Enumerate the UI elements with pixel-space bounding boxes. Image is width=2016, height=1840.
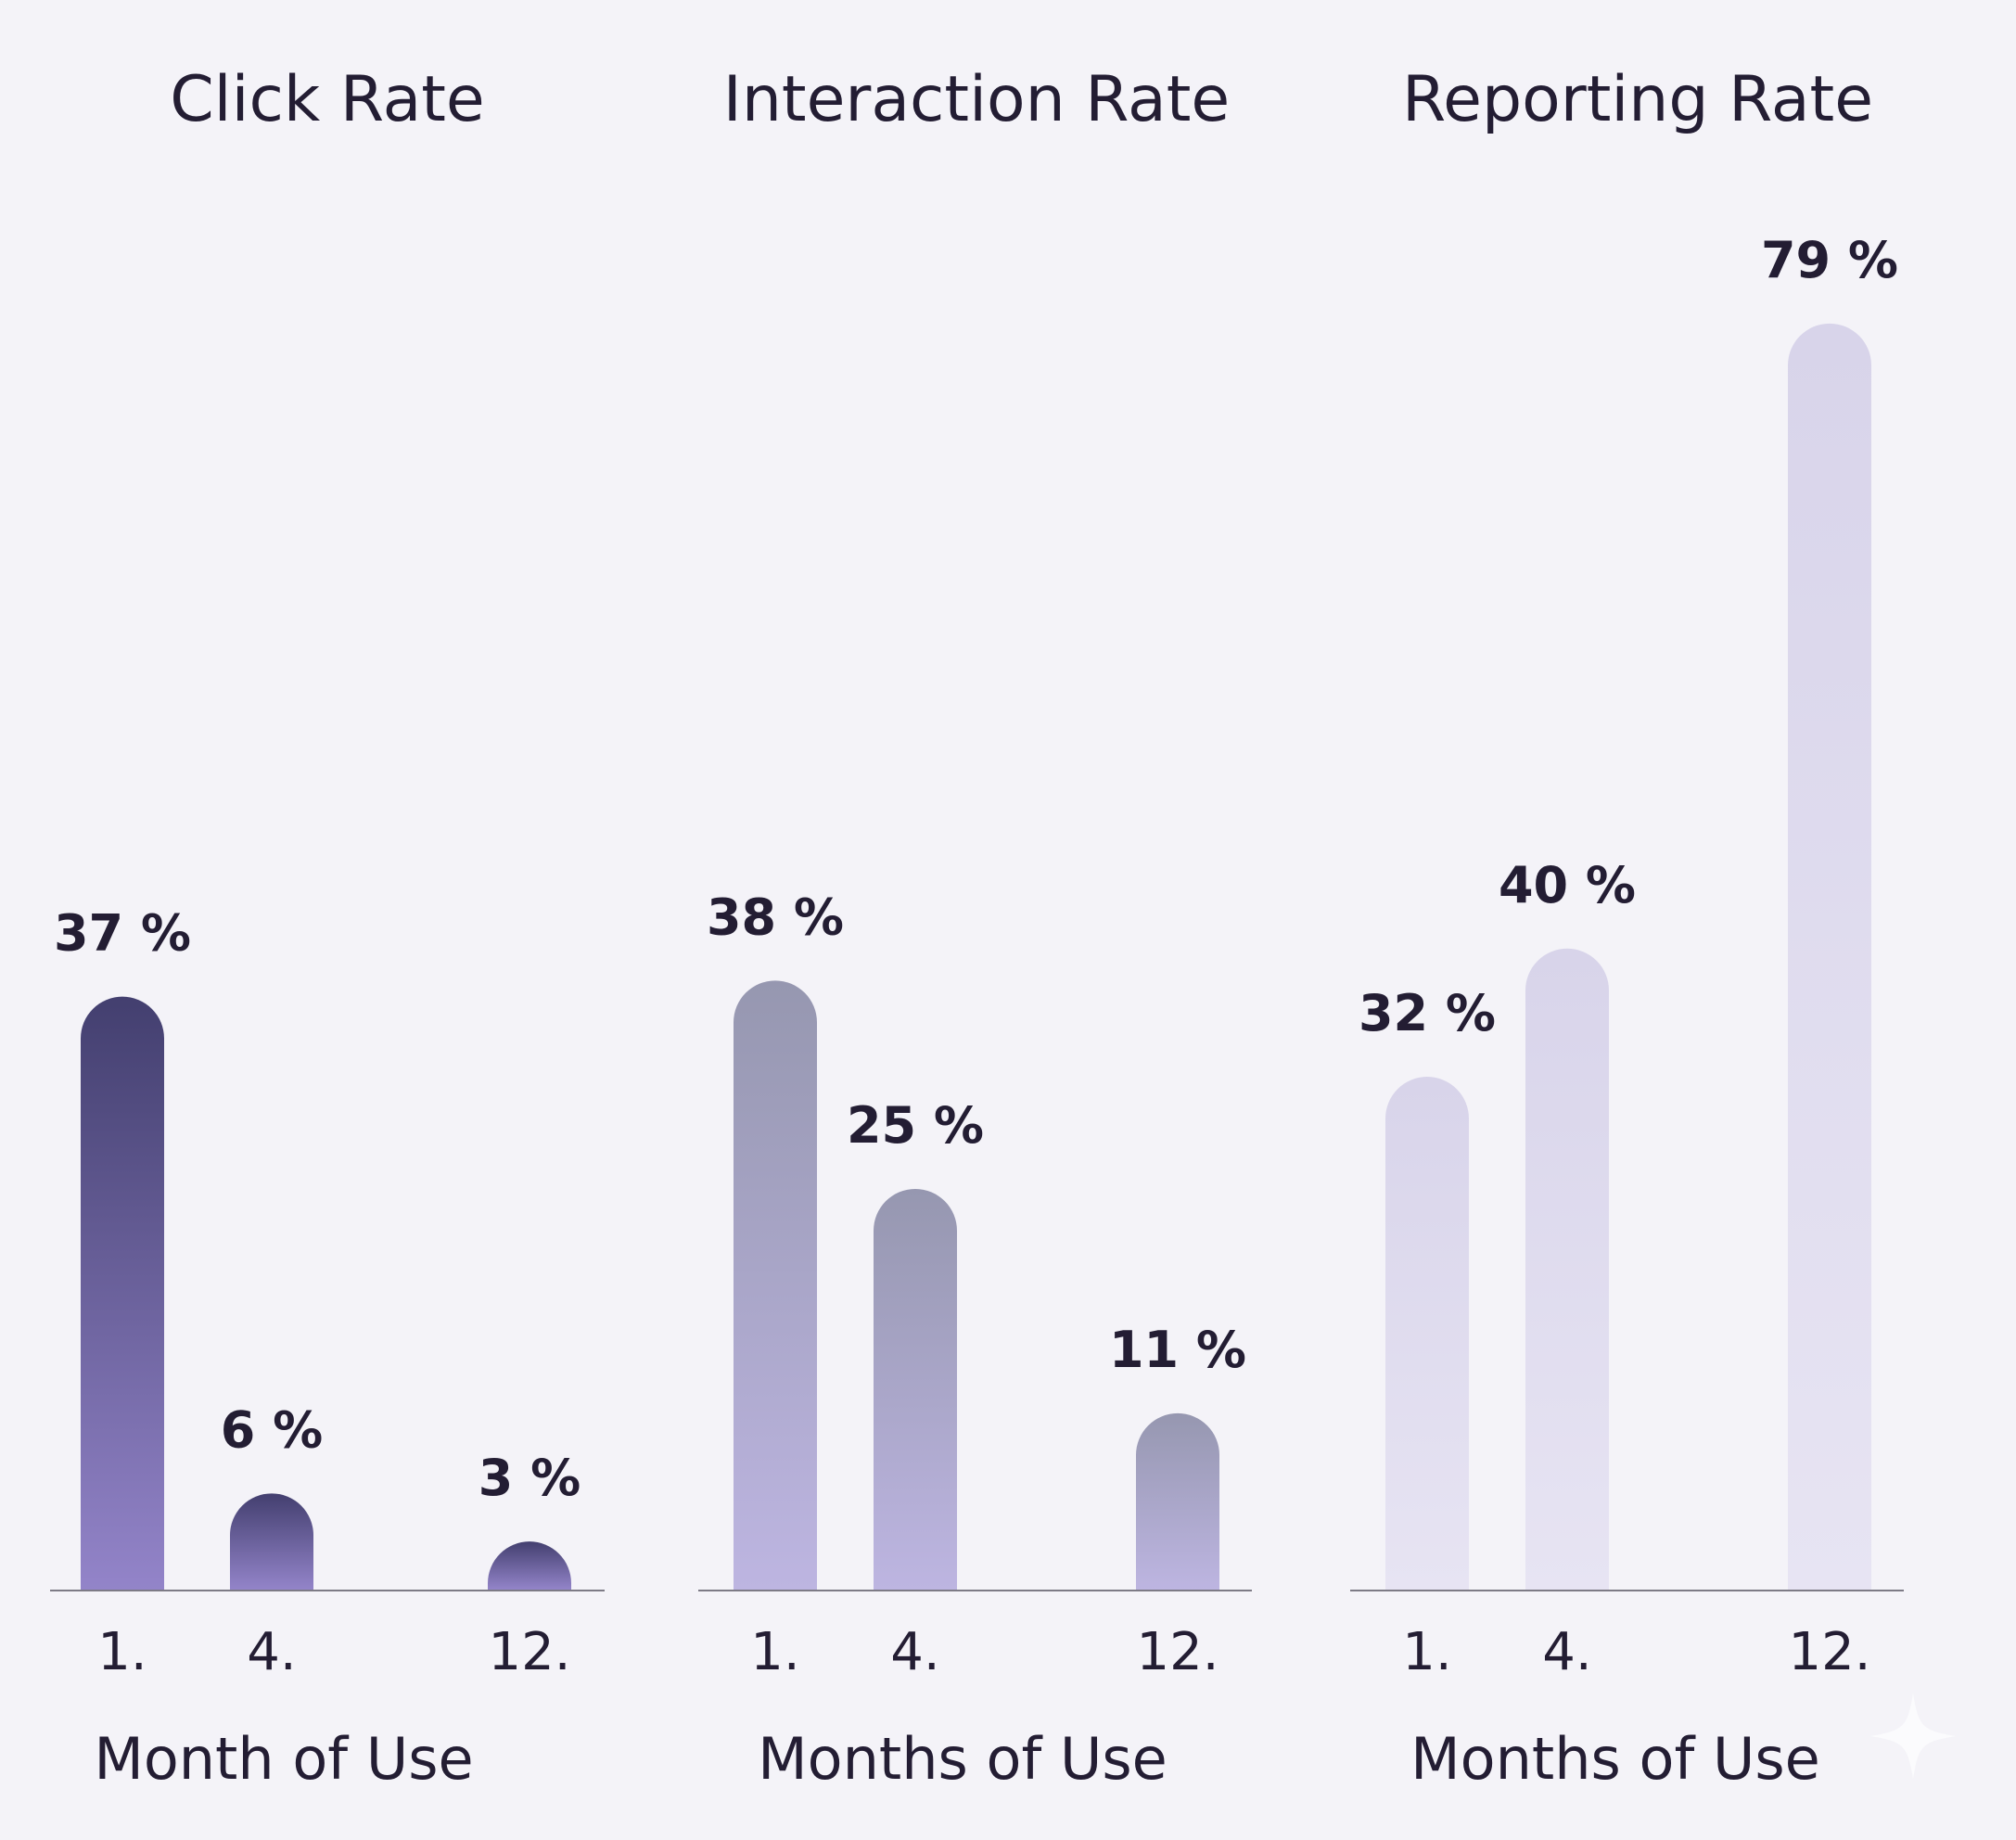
bar [1136, 1412, 1219, 1590]
chart-title: Reporting Rate [1402, 63, 1873, 136]
bar [734, 980, 817, 1590]
bar [81, 996, 164, 1590]
bar [874, 1189, 957, 1590]
data-label: 32 % [1359, 984, 1496, 1042]
data-label: 6 % [221, 1400, 323, 1459]
x-tick-label: 12. [1136, 1622, 1219, 1682]
bar [1385, 1077, 1469, 1590]
bar [488, 1541, 571, 1590]
chart-panel-2: Interaction Rate 38 % 1. 25 % 4. 11 % 12. Month… [698, 63, 1252, 1793]
x-tick-label: 1. [97, 1622, 147, 1682]
x-tick-label: 4. [1542, 1622, 1591, 1682]
x-tick-label: 4. [890, 1622, 939, 1682]
chart-panel-3: Reporting Rate 32 % 1. 40 % 4. 79 % 12. Months … [1350, 63, 1904, 1793]
x-tick-label: 1. [1402, 1622, 1451, 1682]
sparkle-icon [1870, 1693, 1956, 1779]
x-tick-label: 1. [750, 1622, 799, 1682]
chart-title: Interaction Rate [723, 63, 1230, 136]
x-tick-label: 4. [247, 1622, 296, 1682]
x-axis-title: Months of Use [1410, 1725, 1820, 1793]
data-label: 11 % [1109, 1321, 1246, 1379]
chart-title: Click Rate [170, 63, 485, 136]
data-label: 25 % [847, 1096, 984, 1155]
bar [1788, 323, 1871, 1591]
data-label: 37 % [54, 904, 191, 963]
data-label: 3 % [478, 1449, 581, 1507]
x-tick-label: 12. [488, 1622, 570, 1682]
x-axis-title: Months of Use [758, 1725, 1167, 1793]
data-label: 38 % [707, 888, 844, 946]
bar [230, 1493, 313, 1590]
data-label: 79 % [1761, 231, 1898, 289]
x-tick-label: 12. [1788, 1622, 1870, 1682]
data-label: 40 % [1499, 856, 1636, 914]
chart-panel-1: Click Rate 37 % 1. 6 % 4. 3 % 12.Month of Use [50, 63, 605, 1793]
x-axis-title: Month of Use [94, 1725, 473, 1793]
bar [1525, 948, 1609, 1590]
